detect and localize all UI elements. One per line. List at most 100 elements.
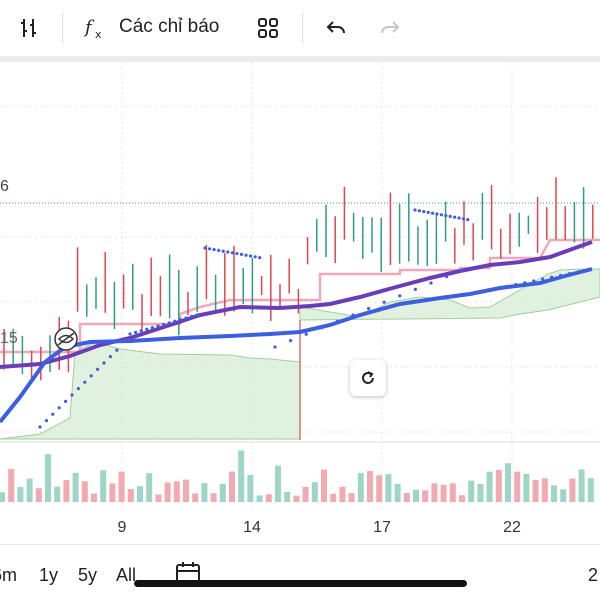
volume-bar [91, 493, 97, 502]
sar-dot [541, 277, 545, 281]
sar-dot [532, 279, 536, 283]
sar-dot [413, 287, 417, 291]
toolbar-divider [302, 12, 303, 44]
range-5y-button[interactable]: 5y [78, 565, 98, 585]
sar-dot [523, 281, 527, 285]
indicators-label[interactable]: Các chỉ báo [119, 16, 220, 37]
sar-dot [108, 355, 112, 359]
time-label: 2 [588, 565, 599, 585]
sar-dot [212, 248, 216, 252]
sar-dot [162, 322, 166, 326]
sar-dot [184, 316, 188, 320]
price-chart[interactable]: 9 14 17 22 [0, 62, 600, 544]
volume-bar [321, 469, 327, 502]
reset-chart-button[interactable] [350, 360, 386, 396]
sar-dot [244, 253, 248, 257]
range-1y-button[interactable]: 1y [39, 565, 59, 585]
range-bar: 6m 1y 5y All 2 [0, 544, 600, 601]
sar-dot [448, 214, 452, 218]
volume-bar [183, 479, 189, 502]
sar-dot [457, 216, 461, 220]
sar-dot [178, 318, 182, 322]
volume-bar [45, 454, 51, 502]
sar-dot [57, 406, 61, 410]
volume-bar [54, 486, 61, 502]
hidden-eye-icon[interactable] [54, 327, 78, 351]
sar-dot [351, 313, 355, 317]
volume-bar [339, 486, 346, 502]
volume-bar [63, 480, 70, 502]
sar-dot [145, 327, 149, 331]
volume-bar [256, 495, 263, 502]
volume-bar [164, 482, 171, 502]
volume-bar [311, 482, 318, 502]
sar-dot [230, 251, 234, 255]
sar-dot [235, 252, 239, 256]
volume-bar [422, 490, 429, 502]
sar-dot [239, 252, 244, 256]
sar-dot [304, 332, 308, 336]
sar-dot [382, 300, 386, 304]
ichimoku-cloud [0, 268, 600, 440]
x-axis-label: 17 [373, 519, 391, 536]
sar-dot [76, 387, 80, 391]
sar-dot [156, 324, 160, 328]
sar-dot [559, 273, 563, 278]
volume-bar [210, 493, 217, 502]
volume-bar [293, 495, 300, 502]
sar-dot [96, 367, 100, 371]
volume-bar [551, 485, 557, 502]
volume-bar [587, 478, 594, 502]
volume-bar [247, 474, 254, 502]
x-axis-label: 9 [118, 519, 127, 536]
volume-bar [201, 483, 208, 502]
undo-icon[interactable] [322, 14, 350, 42]
sar-dot [505, 284, 509, 289]
sar-dot [453, 215, 457, 219]
volume-bar [468, 480, 475, 502]
volume-bar [0, 492, 5, 502]
sar-dot [289, 339, 293, 343]
sar-dot [460, 268, 464, 272]
sar-dot [207, 247, 212, 251]
sar-dot [51, 412, 55, 416]
sar-dot [249, 254, 253, 258]
range-all-button[interactable]: All [116, 565, 137, 585]
sar-dot [398, 294, 402, 298]
sar-dot [422, 210, 426, 214]
volume-bar [173, 481, 180, 502]
volume-bar [569, 478, 576, 502]
sar-dot [83, 380, 87, 384]
volume-bar [413, 489, 419, 502]
volume-bar [514, 471, 521, 502]
sar-dot [217, 248, 221, 252]
candlesticks [3, 177, 594, 381]
sar-dot [431, 211, 435, 215]
toolbar-divider [62, 12, 63, 44]
sar-dot [195, 313, 199, 317]
sar-dot [435, 212, 439, 216]
sar-dot [367, 307, 371, 311]
templates-icon[interactable] [254, 14, 282, 42]
volume-bar [275, 465, 281, 502]
chart-type-icon[interactable] [16, 14, 44, 42]
sar-dot [150, 326, 154, 330]
toolbar-border [0, 56, 600, 62]
range-6m-button[interactable]: 6m [0, 565, 18, 585]
volume-bar [431, 483, 438, 502]
chart-canvas[interactable]: 9 14 17 22 [0, 62, 600, 544]
sar-dot [70, 393, 74, 397]
price-axis-label: 6 [0, 178, 9, 195]
sar-dot [38, 425, 42, 429]
redo-icon[interactable] [376, 14, 404, 42]
volume-bar [486, 471, 493, 502]
volume-bar [35, 488, 42, 502]
sar-dot [89, 374, 93, 378]
calendar-icon[interactable] [174, 559, 202, 592]
volume-bar [523, 473, 530, 502]
x-axis-label: 22 [503, 519, 521, 536]
sar-dot [139, 329, 143, 333]
reset-icon [362, 371, 374, 384]
